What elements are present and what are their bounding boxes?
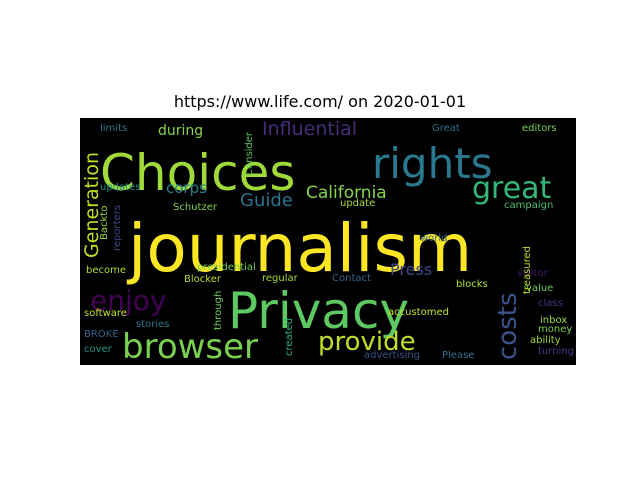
- cloud-word-during: during: [158, 123, 203, 139]
- cloud-word-cover: cover: [84, 344, 113, 355]
- cloud-word-backto: Backto: [99, 206, 110, 240]
- cloud-word-schutzer: Schutzer: [173, 202, 218, 213]
- cloud-word-great: Great: [432, 123, 460, 134]
- cloud-word-costs: costs: [493, 293, 523, 361]
- cloud-word-treasured: treasured: [522, 246, 533, 294]
- cloud-word-update: update: [340, 198, 375, 209]
- cloud-word-please: Please: [442, 350, 474, 361]
- cloud-word-turning: turning: [538, 346, 574, 357]
- cloud-word-presidential: presidential: [197, 262, 256, 273]
- cloud-word-regular: regular: [262, 273, 299, 284]
- cloud-word-blocks: blocks: [456, 279, 488, 290]
- cloud-word-broke: BROKE: [84, 329, 119, 340]
- cloud-word-influential: Influential: [262, 118, 357, 140]
- cloud-word-created: created: [284, 318, 295, 356]
- cloud-word-become: become: [86, 265, 126, 276]
- cloud-word-great: great: [472, 171, 552, 206]
- cloud-word-stories: stories: [136, 319, 170, 330]
- cloud-word-reporters: reporters: [112, 205, 123, 251]
- cloud-word-guide: Guide: [240, 190, 293, 211]
- cloud-word-enjoy: enjoy: [90, 284, 166, 317]
- cloud-word-value: value: [526, 283, 553, 294]
- cloud-word-inbox: inbox: [540, 315, 567, 326]
- figure-title: https://www.life.com/ on 2020-01-01: [173, 92, 467, 111]
- cloud-word-browser: browser: [122, 327, 258, 365]
- cloud-word-provide: provide: [318, 327, 416, 357]
- cloud-word-choices: Choices: [100, 144, 295, 202]
- cloud-word-generation: Generation: [81, 152, 103, 258]
- cloud-word-visitor: visitor: [517, 268, 549, 279]
- cloud-word-privacy: Privacy: [228, 282, 409, 340]
- cloud-word-through: through: [213, 291, 224, 330]
- cloud-word-ability: ability: [530, 335, 561, 346]
- cloud-word-money: money: [538, 324, 572, 335]
- cloud-word-campaign: campaign: [504, 200, 553, 211]
- cloud-word-press: Press: [390, 260, 432, 279]
- cloud-word-software: software: [84, 308, 127, 319]
- cloud-word-class: class: [538, 298, 563, 309]
- cloud-word-consider: Consider: [244, 131, 255, 176]
- cloud-word-rights: rights: [372, 139, 493, 188]
- cloud-word-world: world: [420, 233, 448, 244]
- cloud-word-journalism: journalism: [126, 210, 472, 287]
- word-cloud: journalism Privacy Choices rights browser gre…: [80, 118, 576, 365]
- cloud-word-limits: limits: [100, 123, 127, 134]
- cloud-word-contact: Contact: [332, 273, 371, 284]
- cloud-word-california: California: [306, 183, 387, 203]
- cloud-word-blocker: Blocker: [184, 274, 222, 285]
- cloud-word-corps: corps: [166, 179, 207, 197]
- cloud-word-advertising: advertising: [364, 350, 420, 361]
- cloud-word-editors: editors: [522, 123, 557, 134]
- cloud-word-updates: updates: [100, 182, 140, 193]
- cloud-word-accustomed: accustomed: [388, 307, 449, 318]
